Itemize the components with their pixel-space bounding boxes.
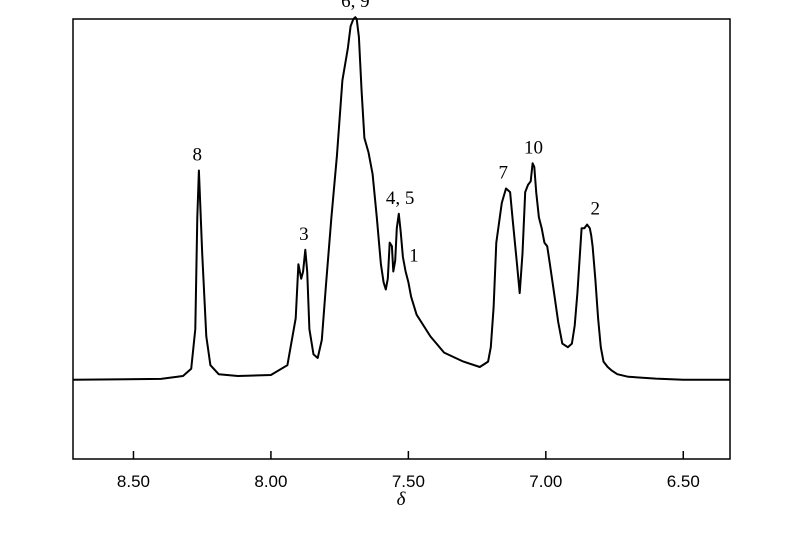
x-axis-tick-labels: 8.50 8.00 7.50 7.00 6.50 [117, 472, 700, 491]
x-tick-label: 7.50 [392, 472, 425, 491]
x-tick-label: 8.00 [254, 472, 287, 491]
peak-label: 2 [591, 199, 601, 220]
peak-label: 1 [409, 245, 419, 266]
x-tick-label: 6.50 [667, 472, 700, 491]
x-axis-ticks [132, 451, 685, 459]
peak-label: 10 [524, 137, 543, 158]
x-tick-label: 8.50 [117, 472, 150, 491]
x-tick-label: 7.00 [529, 472, 562, 491]
peak-label: 7 [498, 163, 508, 184]
peak-label: 6, 9 [341, 0, 370, 12]
peak-label: 3 [299, 224, 309, 245]
peak-label: 4, 5 [386, 188, 415, 209]
peak-annotations: 8 3 6, 9 4, 5 1 7 10 2 [193, 0, 601, 266]
x-axis-title: δ [397, 489, 407, 510]
plot-frame [72, 18, 731, 460]
spectrum-line [72, 16, 730, 381]
peak-label: 8 [193, 144, 203, 165]
